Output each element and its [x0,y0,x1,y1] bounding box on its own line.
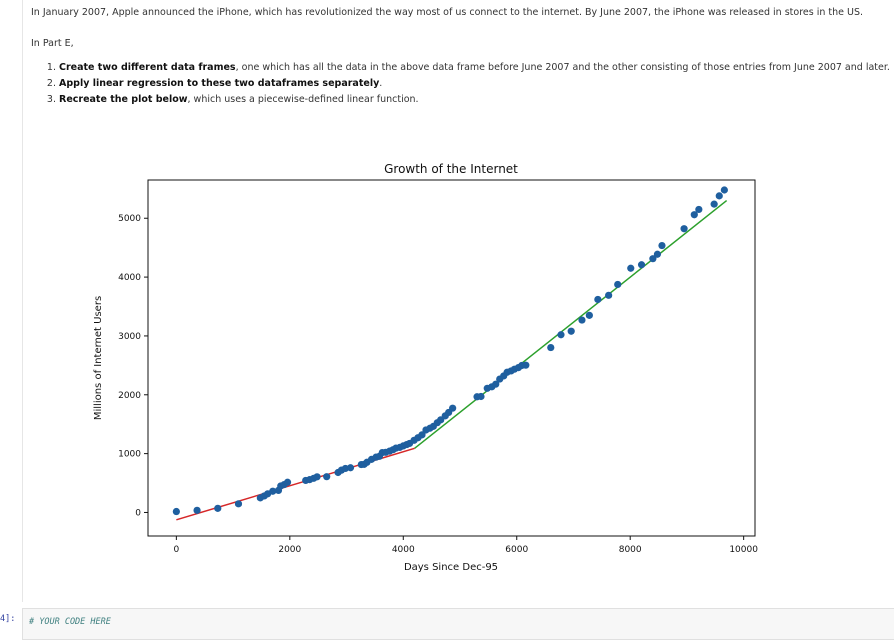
data-point [193,506,201,514]
instruction-list: Create two different data frames, one wh… [39,62,890,110]
data-point [585,311,593,319]
data-point [522,361,530,369]
y-tick-label: 4000 [118,273,141,283]
data-point [690,211,698,219]
data-point [614,280,622,289]
data-point [547,343,555,352]
data-point [449,404,457,412]
markdown-cell: In January 2007, Apple announced the iPh… [22,0,894,602]
x-axis-label: Days Since Dec-95 [404,562,498,573]
data-point [492,380,500,388]
data-point [323,473,331,481]
x-tick-label: 4000 [392,545,415,555]
data-point [283,478,292,486]
data-point [346,464,355,472]
fit-lines [176,200,728,521]
list-item: Create two different data frames, one wh… [59,62,890,73]
data-point [594,295,602,304]
data-point [658,241,666,250]
data-point [715,192,723,200]
x-tick-label: 8000 [619,545,642,555]
data-point [234,500,243,508]
data-point [653,250,662,258]
data-point [649,255,657,263]
y-tick-label: 3000 [118,332,141,342]
list-item: Recreate the plot below, which uses a pi… [59,94,890,105]
data-point [680,225,688,233]
plot-frame [147,179,756,537]
code-editor[interactable]: # YOUR CODE HERE [22,608,894,640]
code-cell: 4]: # YOUR CODE HERE [0,606,894,640]
data-points [172,186,728,516]
x-tick-label: 2000 [278,545,301,555]
chart-title: Growth of the Internet [384,162,518,176]
x-tick-label: 10000 [729,545,758,555]
x-tick-label: 6000 [505,545,528,555]
data-point [720,186,728,194]
axis-ticks: 0 2000 4000 6000 8000 10000 0 1000 2000 3000 4000 5… [118,214,758,555]
data-point [418,431,426,439]
fit-line-after [414,200,728,449]
data-point [710,200,718,208]
data-point [214,504,222,512]
y-tick-label: 2000 [118,391,141,401]
data-point [172,507,180,516]
y-tick-label: 1000 [118,450,141,460]
data-point [269,487,277,495]
data-point [477,392,485,401]
data-point [557,331,565,339]
data-point [637,261,646,269]
code-comment: # YOUR CODE HERE [29,617,111,627]
part-label: In Part E, [31,38,74,49]
data-point [567,327,575,335]
data-point [627,264,635,272]
growth-chart: Growth of the Internet 0 2000 4000 6000 8000… [93,162,758,573]
x-tick-label: 0 [173,545,179,555]
y-tick-label: 5000 [118,214,141,224]
cell-prompt: 4]: [0,614,16,624]
data-point [605,291,613,299]
data-point [578,316,586,324]
y-axis-label: Millions of Internet Users [93,296,104,420]
data-point [313,473,321,481]
list-item: Apply linear regression to these two dat… [59,78,890,89]
data-point [695,205,703,214]
y-tick-label: 0 [135,508,141,518]
intro-text: In January 2007, Apple announced the iPh… [31,7,864,18]
